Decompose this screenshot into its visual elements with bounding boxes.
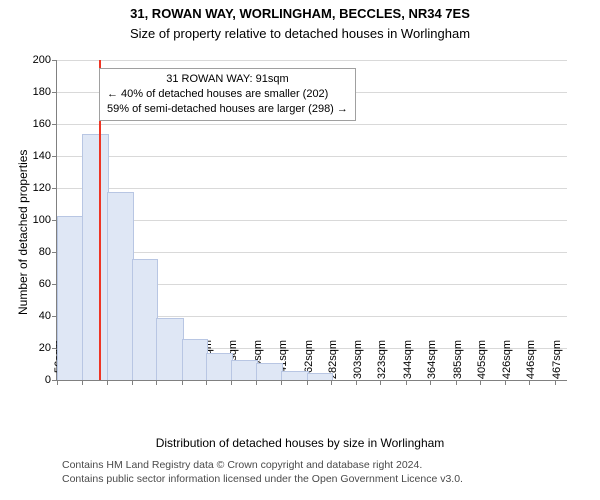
x-tick-label: 323sqm bbox=[376, 340, 388, 388]
x-tick-label: 364sqm bbox=[426, 340, 438, 388]
property-size-chart: 31, ROWAN WAY, WORLINGHAM, BECCLES, NR34… bbox=[0, 0, 600, 500]
histogram-bar bbox=[206, 353, 233, 380]
x-tick-label: 344sqm bbox=[402, 340, 414, 388]
x-tick-label: 426sqm bbox=[501, 340, 513, 388]
grid-line bbox=[57, 188, 567, 189]
chart-title: 31, ROWAN WAY, WORLINGHAM, BECCLES, NR34… bbox=[0, 6, 600, 21]
x-tick-label: 405sqm bbox=[476, 340, 488, 388]
annotation-line-2: ← 40% of detached houses are smaller (20… bbox=[107, 87, 348, 102]
histogram-bar bbox=[156, 318, 183, 380]
y-tick-label: 200 bbox=[33, 54, 57, 66]
footer-line-2: Contains public sector information licen… bbox=[62, 472, 463, 486]
y-tick-label: 120 bbox=[33, 182, 57, 194]
histogram-bar bbox=[231, 360, 257, 380]
chart-subtitle: Size of property relative to detached ho… bbox=[0, 26, 600, 41]
y-tick-label: 180 bbox=[33, 86, 57, 98]
histogram-bar bbox=[57, 216, 84, 380]
y-tick-label: 80 bbox=[39, 246, 57, 258]
y-tick-label: 40 bbox=[39, 310, 57, 322]
histogram-bar bbox=[132, 259, 158, 380]
x-tick-label: 303sqm bbox=[352, 340, 364, 388]
x-tick-label: 385sqm bbox=[452, 340, 464, 388]
grid-line bbox=[57, 124, 567, 125]
annotation-box: 31 ROWAN WAY: 91sqm ← 40% of detached ho… bbox=[99, 68, 356, 121]
histogram-bar bbox=[182, 339, 208, 380]
x-tick-label: 262sqm bbox=[303, 340, 315, 388]
chart-footer: Contains HM Land Registry data © Crown c… bbox=[62, 458, 463, 486]
annotation-line-3: 59% of semi-detached houses are larger (… bbox=[107, 102, 348, 117]
y-tick-label: 60 bbox=[39, 278, 57, 290]
annotation-line-1: 31 ROWAN WAY: 91sqm bbox=[107, 72, 348, 87]
footer-line-1: Contains HM Land Registry data © Crown c… bbox=[62, 458, 463, 472]
y-tick-label: 140 bbox=[33, 150, 57, 162]
grid-line bbox=[57, 156, 567, 157]
y-tick-label: 160 bbox=[33, 118, 57, 130]
histogram-bar bbox=[107, 192, 134, 380]
histogram-bar bbox=[307, 373, 333, 380]
grid-line bbox=[57, 60, 567, 61]
plot-area: 02040608010012014016018020056sqm77sqm97s… bbox=[56, 60, 567, 381]
histogram-bar bbox=[256, 363, 283, 380]
histogram-bar bbox=[82, 134, 108, 380]
y-tick-label: 100 bbox=[33, 214, 57, 226]
histogram-bar bbox=[281, 371, 308, 380]
y-axis-label: Number of detached properties bbox=[16, 150, 30, 315]
x-tick-label: 282sqm bbox=[327, 340, 339, 388]
x-tick-label: 467sqm bbox=[551, 340, 563, 388]
x-tick-label: 446sqm bbox=[525, 340, 537, 388]
x-axis-label: Distribution of detached houses by size … bbox=[0, 436, 600, 450]
